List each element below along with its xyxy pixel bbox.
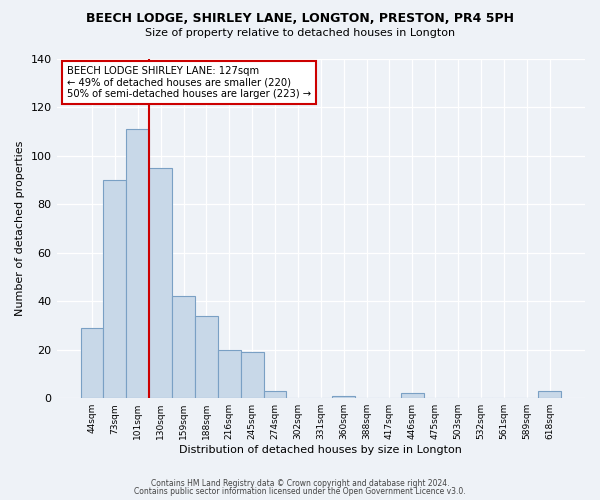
Text: BEECH LODGE SHIRLEY LANE: 127sqm
← 49% of detached houses are smaller (220)
50% : BEECH LODGE SHIRLEY LANE: 127sqm ← 49% o…: [67, 66, 311, 99]
Bar: [241, 352, 263, 398]
Bar: [80, 328, 103, 398]
Bar: [332, 396, 355, 398]
Bar: [538, 391, 561, 398]
Bar: [103, 180, 127, 398]
Bar: [195, 316, 218, 398]
Text: Size of property relative to detached houses in Longton: Size of property relative to detached ho…: [145, 28, 455, 38]
X-axis label: Distribution of detached houses by size in Longton: Distribution of detached houses by size …: [179, 445, 462, 455]
Y-axis label: Number of detached properties: Number of detached properties: [15, 141, 25, 316]
Bar: [401, 394, 424, 398]
Bar: [218, 350, 241, 398]
Text: BEECH LODGE, SHIRLEY LANE, LONGTON, PRESTON, PR4 5PH: BEECH LODGE, SHIRLEY LANE, LONGTON, PRES…: [86, 12, 514, 26]
Bar: [149, 168, 172, 398]
Bar: [263, 391, 286, 398]
Bar: [127, 130, 149, 398]
Text: Contains public sector information licensed under the Open Government Licence v3: Contains public sector information licen…: [134, 487, 466, 496]
Text: Contains HM Land Registry data © Crown copyright and database right 2024.: Contains HM Land Registry data © Crown c…: [151, 478, 449, 488]
Bar: [172, 296, 195, 398]
